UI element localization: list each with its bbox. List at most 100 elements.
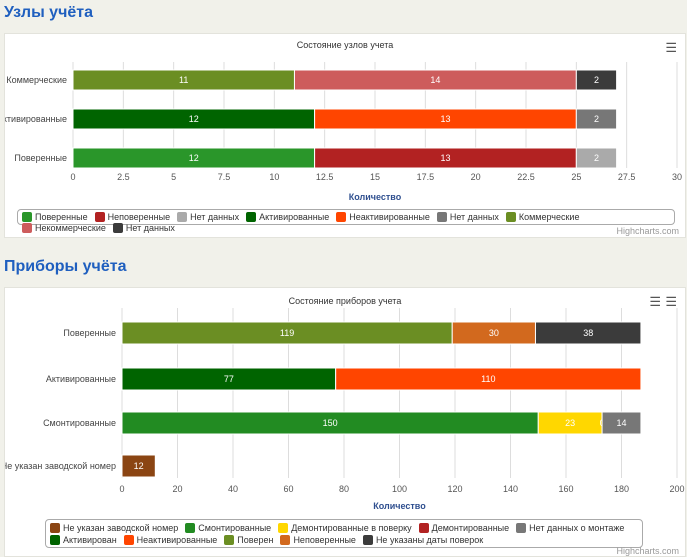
legend-swatch-icon — [224, 534, 235, 545]
legend-item[interactable]: Неактивированные — [123, 534, 218, 545]
legend-label: Смонтированные — [198, 522, 272, 533]
category-label: Поверенные — [63, 328, 116, 338]
x-tick-label: 27.5 — [618, 172, 636, 182]
legend-item[interactable]: Активирован — [50, 534, 117, 545]
data-label: 12 — [189, 114, 199, 124]
data-label: 150 — [323, 418, 338, 428]
legend-item[interactable]: Нет данных о монтаже — [516, 522, 624, 533]
legend-swatch-icon — [278, 522, 289, 533]
legend-label: Не указан заводской номер — [63, 522, 179, 533]
category-label: Активированные — [5, 114, 67, 124]
legend-swatch-icon — [516, 522, 527, 533]
data-label: 38 — [583, 328, 593, 338]
chart-title: Состояние приборов учета — [289, 296, 402, 306]
legend-item[interactable]: Поверенные — [22, 212, 88, 222]
x-tick-label: 100 — [392, 484, 407, 494]
legend-item[interactable]: Неактивированные — [336, 212, 430, 222]
legend-item[interactable]: Не указан заводской номер — [50, 522, 178, 533]
data-label: 13 — [440, 153, 450, 163]
bar-segment — [575, 147, 618, 169]
legend-swatch-icon — [336, 212, 347, 222]
legend-item[interactable]: Нет данных — [177, 212, 239, 222]
legend-label: Неповеренные — [107, 212, 171, 222]
x-axis-label: Количество — [349, 192, 402, 202]
legend-swatch-icon — [22, 223, 32, 233]
chart-menu-icon[interactable]: ☰ — [665, 40, 677, 55]
bar-segment — [335, 367, 642, 391]
legend-label: Демонтированные — [431, 522, 510, 533]
x-tick-label: 180 — [614, 484, 629, 494]
legend-swatch-icon — [185, 522, 196, 533]
category-label: Коммерческие — [6, 75, 67, 85]
bar-segment — [121, 454, 156, 478]
legend-item[interactable]: Коммерческие — [505, 212, 579, 222]
data-label: 30 — [489, 328, 499, 338]
legend-item[interactable]: Не указаны даты поверок — [362, 534, 484, 545]
legend-item[interactable]: Нет данных — [112, 223, 175, 233]
x-tick-label: 2.5 — [117, 172, 130, 182]
legend-item[interactable]: Неповеренные — [280, 534, 356, 545]
x-tick-label: 30 — [672, 172, 682, 182]
legend-swatch-icon — [50, 522, 60, 533]
x-tick-label: 160 — [558, 484, 573, 494]
x-tick-label: 0 — [119, 484, 124, 494]
data-label: 23 — [565, 418, 575, 428]
bar-segment — [534, 321, 642, 345]
legend-label: Активированные — [259, 212, 330, 222]
chart-title: Состояние узлов учета — [297, 40, 394, 50]
legend-item[interactable]: Смонтированные — [185, 522, 271, 533]
category-label: Смонтированные — [43, 418, 116, 428]
section-title-meters: Приборы учёта — [4, 258, 127, 275]
legend-swatch-icon — [112, 223, 123, 233]
credit[interactable]: Highcharts.com — [616, 546, 679, 556]
chart-menu-icon[interactable]: ☰ — [649, 294, 661, 309]
legend-label: Поверен — [237, 534, 274, 545]
legend-label: Не указаны даты поверок — [375, 534, 484, 545]
x-tick-label: 140 — [503, 484, 518, 494]
legend: Поверенные Неповеренные Нет данных Активиро… — [17, 209, 675, 233]
data-label: 12 — [134, 461, 144, 471]
legend-item[interactable]: Активированные — [246, 212, 329, 222]
x-tick-label: 10 — [269, 172, 279, 182]
legend-swatch-icon — [22, 212, 32, 222]
legend-label: Некоммерческие — [35, 223, 106, 233]
legend: Не указан заводской номер Смонтированные Д… — [45, 519, 643, 548]
x-tick-label: 20 — [172, 484, 182, 494]
x-tick-label: 5 — [171, 172, 176, 182]
legend-item[interactable]: Неповеренные — [94, 212, 171, 222]
data-label: 2 — [594, 75, 599, 85]
legend-label: Нет данных — [190, 212, 240, 222]
chart-menu-icon-2[interactable]: ☰ — [665, 294, 677, 309]
data-label: 11 — [179, 75, 188, 85]
legend-item[interactable]: Демонтированные — [418, 522, 510, 533]
data-label: 2 — [594, 153, 599, 163]
legend-item[interactable]: Поверен — [224, 534, 273, 545]
x-tick-label: 12.5 — [316, 172, 334, 182]
legend-swatch-icon — [505, 212, 516, 222]
category-label: Не указан заводской номер — [5, 461, 116, 471]
legend-item[interactable]: Некоммерческие — [22, 223, 106, 233]
data-label: 2 — [594, 114, 599, 124]
credit[interactable]: Highcharts.com — [616, 226, 679, 236]
data-label: 119 — [280, 328, 294, 338]
chart-nodes: Состояние узлов учета 0 2.5 5 7.5 10 12.5 15 17.… — [4, 33, 686, 238]
data-label: 77 — [224, 374, 234, 384]
legend-swatch-icon — [177, 212, 188, 222]
data-label: 14 — [616, 418, 626, 428]
category-label: Активированные — [46, 374, 116, 384]
legend-item[interactable]: Нет данных — [436, 212, 499, 222]
legend-swatch-icon — [246, 212, 257, 222]
legend-label: Демонтированные в поверку — [291, 522, 412, 533]
legend-label: Нет данных — [125, 223, 175, 233]
legend-label: Неактивированные — [136, 534, 218, 545]
legend-item[interactable]: Демонтированные в поверку — [278, 522, 412, 533]
bar-segment — [601, 411, 642, 435]
legend-swatch-icon — [280, 534, 291, 545]
legend-swatch-icon — [123, 534, 134, 545]
chart-nodes-svg: Состояние узлов учета 0 2.5 5 7.5 10 12.5 15 17.… — [5, 40, 682, 202]
x-tick-label: 200 — [669, 484, 684, 494]
x-tick-label: 120 — [447, 484, 462, 494]
legend-label: Нет данных о монтаже — [529, 522, 625, 533]
x-tick-label: 40 — [228, 484, 238, 494]
legend-swatch-icon — [418, 522, 429, 533]
